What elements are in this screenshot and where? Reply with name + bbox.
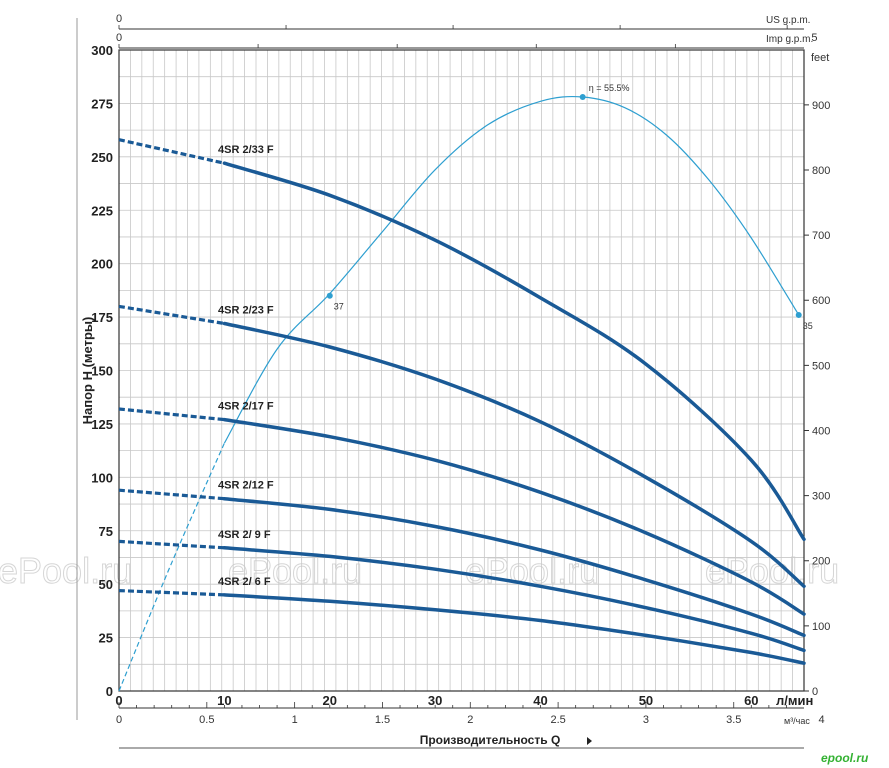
x-axis-unit: л/мин	[776, 693, 813, 708]
x-tick-label: 30	[428, 693, 442, 708]
series-curve	[222, 321, 806, 589]
series-label: 4SR 2/17 F	[218, 401, 274, 413]
series-label: 4SR 2/ 9 F	[218, 529, 271, 541]
x-tick-label: 20	[323, 693, 337, 708]
efficiency-curve-dashed	[118, 442, 225, 692]
top-axis-tick-label: 5	[811, 32, 817, 44]
right-tick-label: 200	[812, 556, 830, 568]
x-tick-label: 10	[217, 693, 231, 708]
secondary-x-tick-label: 3	[643, 714, 649, 726]
series-curve-dashed	[118, 407, 225, 422]
x-tick-label: 50	[639, 693, 653, 708]
series-curve-dashed	[118, 539, 225, 550]
efficiency-point	[326, 292, 333, 299]
secondary-x-tick-label: 0.5	[199, 714, 214, 726]
secondary-x-tick-label: 1	[292, 714, 298, 726]
series-curve	[222, 546, 806, 653]
right-tick-label: 400	[812, 425, 830, 437]
efficiency-point-label: 37	[334, 302, 344, 312]
top-axis-tick-label: 0	[116, 32, 122, 44]
series-curve	[222, 496, 806, 638]
y-tick-label: 50	[99, 577, 113, 592]
series-curve-dashed	[118, 589, 225, 597]
right-tick-label: 700	[812, 230, 830, 242]
y-tick-label: 250	[91, 150, 113, 165]
efficiency-point-label: 35	[803, 321, 813, 331]
series-label: 4SR 2/ 6 F	[218, 576, 271, 588]
x-tick-label: 60	[744, 693, 758, 708]
right-tick-label: 900	[812, 100, 830, 112]
right-tick-label: 600	[812, 295, 830, 307]
series-curve	[222, 161, 806, 542]
series-curve	[222, 593, 806, 665]
right-tick-label: 800	[812, 165, 830, 177]
secondary-x-tick-label: 3.5	[726, 714, 741, 726]
right-tick-label: 500	[812, 360, 830, 372]
footer-logo: epool.ru	[821, 751, 869, 765]
y-tick-label: 150	[91, 364, 113, 379]
right-axis-unit: feet	[811, 52, 829, 64]
y-tick-label: 200	[91, 257, 113, 272]
series-label: 4SR 2/23 F	[218, 304, 274, 316]
y-tick-label: 175	[91, 310, 113, 325]
right-tick-label: 100	[812, 621, 830, 633]
right-tick-label: 0	[812, 686, 818, 698]
y-tick-label: 75	[99, 524, 113, 539]
x-tick-label: 40	[533, 693, 547, 708]
top-axis-unit: Imp g.p.m.	[766, 34, 813, 45]
y-tick-label: 0	[106, 684, 113, 699]
secondary-x-tick-label: 0	[116, 714, 122, 726]
arrow-right-icon	[587, 737, 592, 745]
y-tick-label: 25	[99, 631, 113, 646]
series-label: 4SR 2/33 F	[218, 144, 274, 156]
series-curve	[222, 417, 806, 616]
plot-area-border	[118, 49, 805, 692]
x-axis-label: Производительность Q	[420, 733, 561, 747]
secondary-x-tick-label: 4	[819, 714, 825, 726]
secondary-x-tick-label: 2	[467, 714, 473, 726]
series-curve-dashed	[118, 138, 225, 165]
x-tick-label: 0	[115, 693, 122, 708]
series-label: 4SR 2/12 F	[218, 480, 274, 492]
secondary-x-tick-label: 1.5	[375, 714, 390, 726]
y-tick-label: 225	[91, 203, 113, 218]
y-tick-label: 300	[91, 43, 113, 58]
efficiency-point	[795, 311, 802, 318]
top-axis-tick-label: 0	[116, 13, 122, 25]
y-axis-label: Напор H (метры)	[80, 317, 95, 425]
secondary-x-unit: м³/час	[784, 716, 810, 726]
top-axis-unit: US g.p.m.	[766, 15, 810, 26]
watermark: ePool.ru	[0, 550, 132, 591]
secondary-x-tick-label: 2.5	[550, 714, 565, 726]
y-tick-label: 275	[91, 96, 113, 111]
y-tick-label: 125	[91, 417, 113, 432]
efficiency-curve	[223, 95, 800, 444]
efficiency-point	[579, 94, 586, 101]
series-curve-dashed	[118, 304, 225, 326]
y-tick-label: 100	[91, 470, 113, 485]
right-tick-label: 300	[812, 491, 830, 503]
efficiency-point-label: η = 55.5%	[589, 83, 630, 93]
series-curve-dashed	[118, 488, 225, 501]
